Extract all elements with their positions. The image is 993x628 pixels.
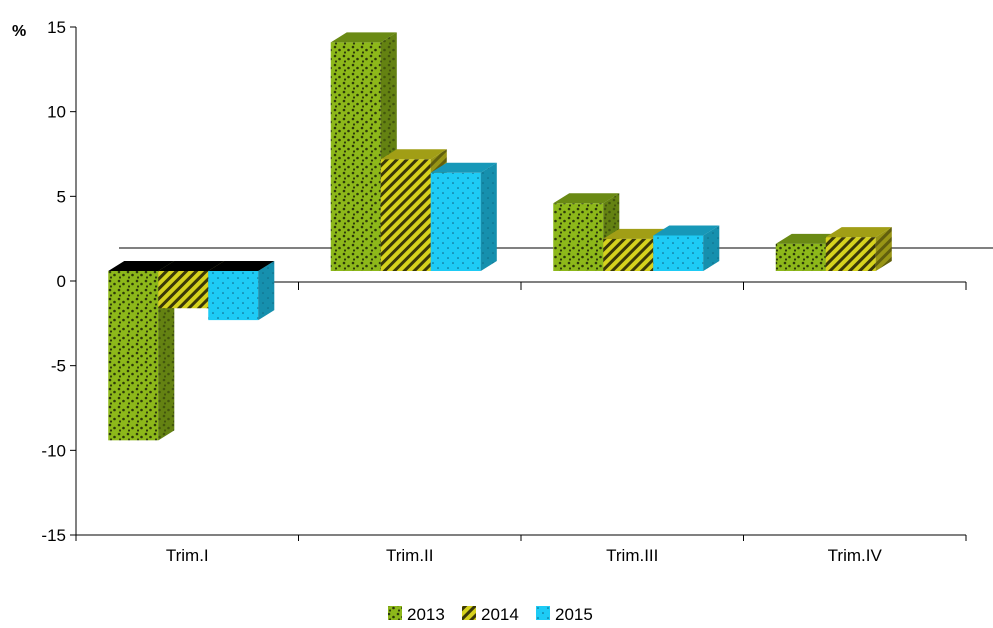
bar-front-face (158, 271, 209, 309)
y-tick-label: -15 (41, 526, 66, 545)
bar-2015-Trim.I (208, 261, 275, 321)
bar-front-face (380, 159, 431, 271)
bar-top-face (553, 193, 620, 204)
y-tick-label: 0 (57, 272, 66, 291)
x-tick-label: Trim.II (386, 546, 434, 565)
bar-side-texture (258, 261, 275, 321)
bar-2013-Trim.I (108, 261, 175, 441)
bar-top-face (430, 162, 497, 173)
x-tick-label: Trim.IV (828, 546, 883, 565)
legend-swatch-2014 (462, 606, 476, 620)
bar-front-face (330, 42, 381, 272)
bar-side-texture (703, 225, 720, 271)
y-tick-label: 5 (57, 187, 66, 206)
bar-front-face (108, 271, 159, 441)
bar-2015-Trim.III (653, 225, 720, 271)
y-tick-label: 15 (47, 18, 66, 37)
y-tick-label: -10 (41, 441, 66, 460)
legend-swatch-2015 (536, 606, 550, 620)
bar-top-face (653, 225, 720, 236)
bar-2015-Trim.II (430, 162, 497, 271)
x-tick-label: Trim.III (606, 546, 658, 565)
bar-front-face (603, 238, 654, 271)
legend-label-2013: 2013 (407, 605, 445, 624)
bar-top-face (108, 261, 175, 271)
bar-top-face (208, 261, 275, 271)
bar-side-texture (480, 162, 497, 271)
bar-top-face (158, 261, 225, 271)
y-tick-label: 10 (47, 103, 66, 122)
bar-2013-Trim.III (553, 193, 620, 271)
y-tick-label: -5 (51, 357, 66, 376)
bar-front-face (825, 237, 876, 271)
legend-label-2014: 2014 (481, 605, 519, 624)
bar-front-face (653, 235, 704, 271)
bar-top-face (330, 32, 397, 43)
legend-swatch-2013 (388, 606, 402, 620)
bar-top-face (825, 227, 892, 238)
y-unit-label: % (12, 23, 26, 40)
bar-top-face (380, 149, 447, 160)
bar-side-texture (875, 227, 892, 271)
bar-front-face (775, 243, 826, 271)
legend-label-2015: 2015 (555, 605, 593, 624)
x-tick-label: Trim.I (166, 546, 209, 565)
bar-front-face (430, 172, 481, 271)
bar-top-face (775, 233, 842, 244)
bar-top-face (603, 228, 670, 239)
bar-2014-Trim.IV (825, 227, 892, 271)
bar-front-face (208, 271, 259, 321)
bar-front-face (553, 203, 604, 271)
